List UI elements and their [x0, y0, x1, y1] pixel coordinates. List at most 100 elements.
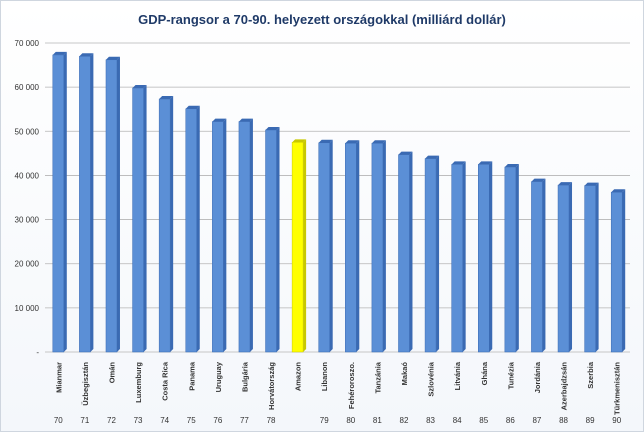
bar — [238, 121, 251, 353]
rank-label: 89 — [586, 416, 595, 425]
bar-top — [558, 182, 573, 186]
rank-label: 80 — [346, 416, 355, 425]
bar — [398, 154, 410, 353]
bar-side — [515, 164, 519, 352]
rank-label: 71 — [80, 416, 89, 425]
bar-side — [196, 105, 200, 352]
x-category-label: Libanon — [320, 362, 329, 392]
rank-label: 70 — [54, 416, 63, 425]
x-category-label: Amazon — [294, 362, 303, 392]
rank-label: 87 — [532, 416, 541, 425]
bar-side — [569, 182, 573, 352]
bar-top — [611, 189, 626, 193]
bar-top — [398, 151, 413, 155]
rank-label: 73 — [134, 416, 143, 425]
x-category-label: Fehéroroszo. — [347, 362, 356, 409]
x-category-label: Omán — [107, 362, 116, 384]
rank-label: 74 — [160, 416, 169, 425]
bar — [79, 55, 91, 353]
bar-side — [63, 51, 67, 352]
bar — [105, 59, 118, 353]
bar-side — [595, 182, 599, 352]
bar-top — [238, 118, 253, 122]
x-category-label: Makaó — [400, 362, 409, 386]
rank-label: 82 — [400, 416, 409, 425]
bar-side — [329, 139, 333, 352]
bar-side — [276, 126, 280, 352]
bar — [504, 166, 517, 353]
bar — [424, 158, 437, 353]
rank-label: 77 — [240, 416, 249, 425]
bar — [371, 142, 384, 353]
rank-label: 85 — [479, 416, 488, 425]
rank-label: 76 — [213, 416, 222, 425]
bar-top — [345, 140, 360, 144]
x-category-label: Uruguay — [214, 361, 223, 392]
x-category-label: Szlovénia — [427, 361, 436, 396]
y-tick-label: 30 000 — [15, 216, 40, 225]
bar-side — [116, 56, 120, 352]
bar-side — [249, 118, 253, 353]
bar-side — [170, 96, 174, 352]
bar — [584, 185, 596, 353]
rank-label: 81 — [373, 416, 382, 425]
x-category-label: Tanzánia — [373, 361, 382, 393]
y-tick-label: 50 000 — [15, 127, 40, 136]
x-category-label: Panama — [187, 361, 196, 391]
bar-side — [489, 161, 493, 352]
bar-top — [478, 161, 493, 165]
bar-side — [90, 53, 94, 352]
bar — [557, 184, 570, 353]
bar-top — [371, 140, 386, 144]
x-category-label: Türkmenisztán — [613, 362, 622, 415]
bar-top — [265, 126, 280, 130]
rank-label: 72 — [107, 416, 116, 425]
bar-top — [52, 51, 67, 55]
bar-top — [531, 178, 546, 182]
bar — [345, 142, 357, 353]
bar — [478, 164, 490, 353]
bar-side — [382, 140, 386, 352]
rank-label: 86 — [506, 416, 515, 425]
bar — [265, 129, 277, 353]
x-category-label: Ghána — [480, 361, 489, 385]
bar-top — [212, 118, 227, 122]
x-category-label: Costa Rica — [161, 361, 170, 401]
y-tick-label: 60 000 — [15, 83, 40, 92]
bar-top — [584, 182, 599, 186]
x-category-label: Szerbia — [586, 361, 595, 389]
x-category-label: Üzbegisztán — [81, 362, 90, 406]
x-category-label: Azerbajdzsán — [560, 362, 569, 411]
bar-top — [425, 155, 440, 159]
bar-side — [303, 139, 307, 352]
bar — [132, 87, 144, 353]
x-category-label: Horvátország — [267, 362, 276, 410]
rank-label: 84 — [453, 416, 462, 425]
rank-label: 75 — [187, 416, 196, 425]
bar-top — [292, 139, 307, 143]
bar-top — [451, 161, 466, 165]
bar-side — [462, 161, 466, 352]
bar-side — [143, 85, 147, 353]
bar — [531, 181, 543, 353]
y-tick-label: 10 000 — [15, 304, 40, 313]
bar-top — [132, 85, 147, 89]
bar — [212, 121, 224, 353]
bar — [318, 142, 330, 353]
rank-label: 83 — [426, 416, 435, 425]
bar-top — [105, 56, 120, 60]
bar-side — [436, 155, 440, 352]
bar-side — [542, 178, 546, 352]
x-category-label: Mianmar — [54, 362, 63, 393]
y-tick-label: 40 000 — [15, 171, 40, 180]
bar — [610, 191, 623, 353]
x-category-label: Bulgária — [240, 361, 249, 392]
chart-title: GDP-rangsor a 70-90. helyezett országokk… — [138, 12, 506, 27]
bar-side — [223, 118, 227, 353]
bar — [451, 164, 463, 353]
bar-top — [185, 105, 200, 109]
bar-top — [318, 139, 333, 143]
bar-top — [159, 96, 174, 100]
x-category-label: Litvánia — [453, 361, 462, 390]
x-category-label: Tunézia — [506, 361, 515, 389]
